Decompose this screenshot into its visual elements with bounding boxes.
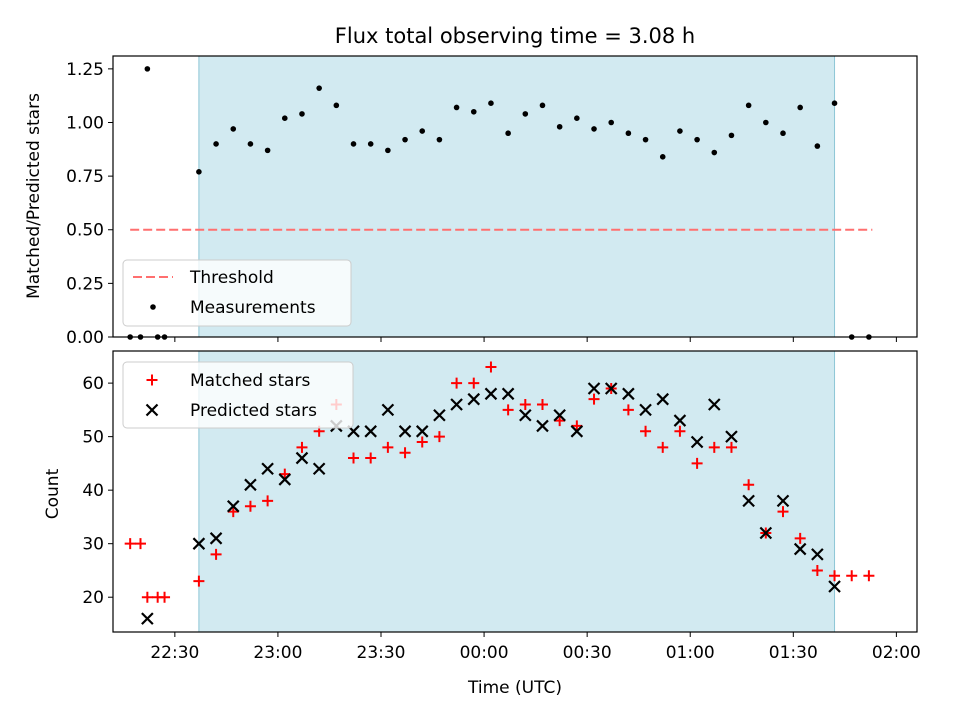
- measurement-point: [213, 141, 219, 147]
- measurement-point: [608, 120, 614, 126]
- measurement-point: [746, 103, 752, 109]
- measurement-point: [660, 154, 666, 160]
- top-y-tick-label: 0.25: [66, 274, 104, 294]
- measurement-point: [334, 103, 340, 109]
- measurement-point: [351, 141, 357, 147]
- top-y-tick-label: 0.50: [66, 221, 104, 241]
- measurement-point: [574, 115, 580, 121]
- bottom-y-tick-label: 60: [82, 374, 104, 394]
- measurement-point: [832, 100, 838, 106]
- chart-canvas: Flux total observing time = 3.08 h Match…: [0, 0, 960, 720]
- measurement-point: [368, 141, 374, 147]
- measurement-point: [385, 148, 391, 154]
- legend-matched-label: Matched stars: [190, 371, 310, 391]
- matched-star-marker: [142, 592, 153, 603]
- measurement-point: [643, 137, 649, 143]
- measurement-point: [419, 128, 425, 134]
- predicted-star-marker: [142, 613, 153, 624]
- measurement-point: [471, 109, 477, 115]
- x-tick-label: 00:00: [460, 643, 509, 663]
- matched-star-marker: [863, 570, 874, 581]
- legend-measurements-label: Measurements: [190, 298, 316, 318]
- bottom-y-axis-label: Count: [43, 468, 63, 519]
- measurement-point: [557, 124, 563, 130]
- measurement-point: [626, 130, 632, 136]
- bottom-y-tick-label: 20: [82, 588, 104, 608]
- measurement-point: [677, 128, 683, 134]
- x-tick-label: 02:00: [872, 643, 921, 663]
- measurement-point: [540, 103, 546, 109]
- measurement-point: [729, 133, 735, 139]
- measurement-point: [797, 105, 803, 111]
- matched-star-marker: [125, 538, 136, 549]
- measurement-point: [711, 150, 717, 156]
- measurement-point: [265, 148, 271, 154]
- top-y-axis-label: Matched/Predicted stars: [24, 93, 44, 299]
- measurement-point: [248, 141, 254, 147]
- bottom-y-tick-label: 40: [82, 481, 104, 501]
- matched-star-marker: [135, 538, 146, 549]
- legend-predicted-label: Predicted stars: [190, 401, 317, 421]
- measurement-point: [763, 120, 769, 126]
- measurement-point: [196, 169, 202, 175]
- x-tick-label: 00:30: [563, 643, 612, 663]
- bottom-y-tick-label: 50: [82, 428, 104, 448]
- top-y-tick-label: 1.00: [66, 113, 104, 133]
- top-y-tick-label: 1.25: [66, 60, 104, 80]
- measurement-point: [591, 126, 597, 132]
- measurement-point: [145, 66, 151, 72]
- measurement-point: [282, 115, 288, 121]
- measurement-point: [230, 126, 236, 132]
- measurement-point: [523, 111, 529, 117]
- legend-measurements-swatch: [150, 304, 156, 310]
- x-tick-label: 23:00: [253, 643, 302, 663]
- top-chart-title: Flux total observing time = 3.08 h: [335, 24, 695, 48]
- measurement-point: [505, 130, 511, 136]
- x-axis-label: Time (UTC): [467, 678, 562, 698]
- measurement-point: [402, 137, 408, 143]
- x-tick-label: 01:00: [666, 643, 715, 663]
- top-y-tick-label: 0.00: [66, 328, 104, 348]
- measurement-point: [488, 100, 494, 106]
- measurement-point: [454, 105, 460, 111]
- measurement-point: [437, 137, 443, 143]
- x-tick-label: 23:30: [357, 643, 406, 663]
- legend-threshold-label: Threshold: [189, 268, 274, 288]
- matched-star-marker: [159, 592, 170, 603]
- chart-figure: Flux total observing time = 3.08 h Match…: [0, 0, 960, 720]
- x-tick-label: 22:30: [150, 643, 199, 663]
- measurement-point: [815, 143, 821, 149]
- measurement-point: [299, 111, 305, 117]
- x-tick-label: 01:30: [769, 643, 818, 663]
- top-y-tick-label: 0.75: [66, 167, 104, 187]
- matched-star-marker: [846, 570, 857, 581]
- measurement-point: [316, 85, 322, 91]
- measurement-point: [694, 137, 700, 143]
- measurement-point: [780, 130, 786, 136]
- bottom-y-tick-label: 30: [82, 535, 104, 555]
